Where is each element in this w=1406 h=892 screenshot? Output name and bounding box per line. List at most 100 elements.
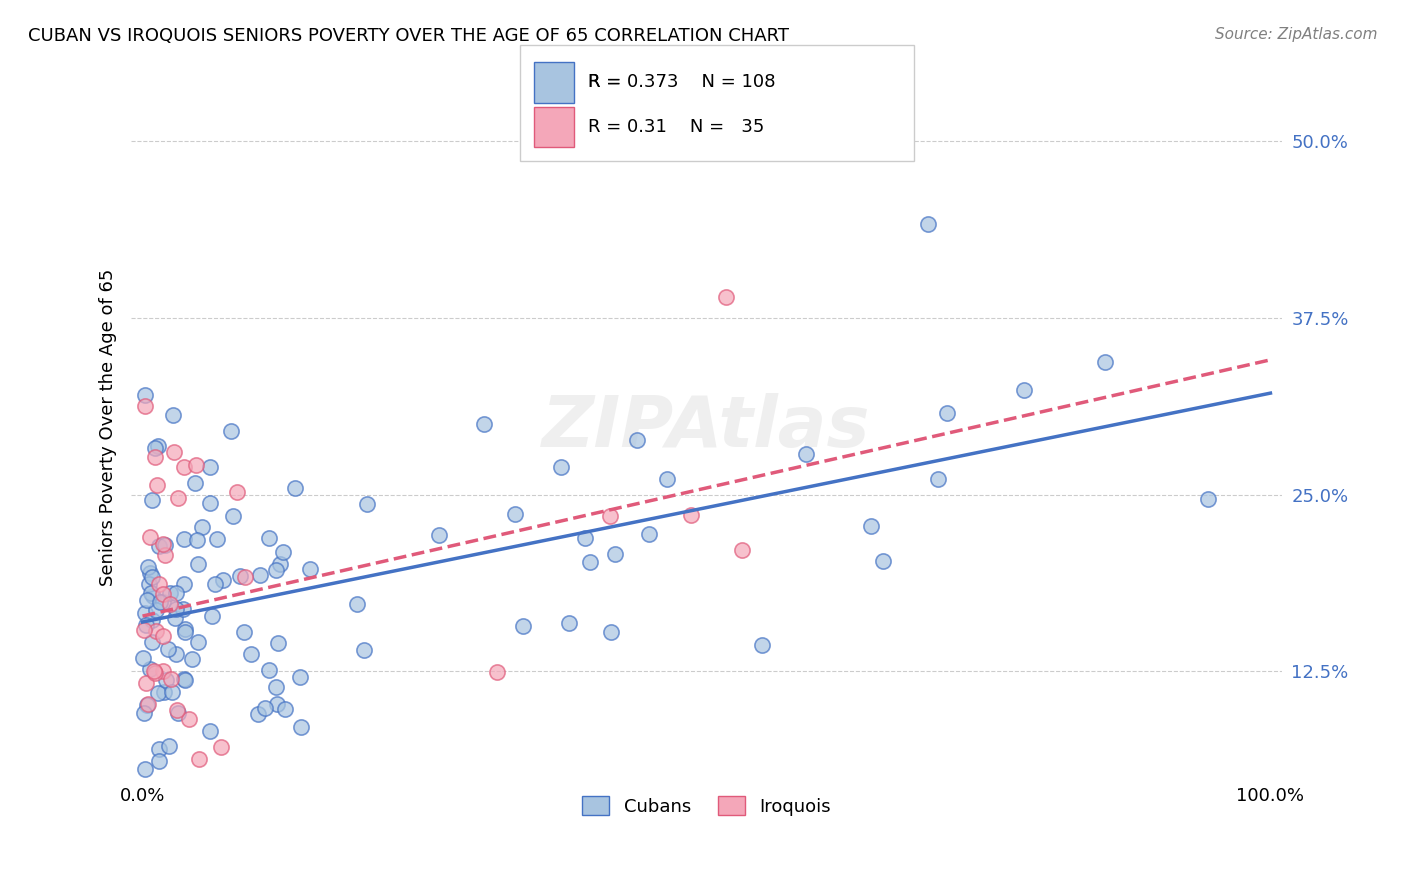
Cubans (143, 441, 166, 455)
Cubans (146, 439, 169, 453)
Cubans (165, 611, 187, 625)
Iroquois (152, 664, 174, 678)
Iroquois (135, 676, 157, 690)
Cubans (599, 625, 621, 640)
Cubans (173, 672, 195, 686)
Cubans (860, 519, 883, 533)
Cubans (222, 508, 245, 523)
Cubans (228, 569, 250, 583)
Iroquois (152, 629, 174, 643)
Cubans (638, 526, 661, 541)
Iroquois (155, 548, 177, 562)
Iroquois (599, 509, 621, 524)
Cubans (936, 406, 959, 420)
Cubans (141, 635, 163, 649)
Cubans (155, 538, 177, 552)
Cubans (290, 720, 312, 734)
Iroquois (225, 484, 247, 499)
Cubans (503, 507, 526, 521)
Cubans (269, 557, 291, 571)
Cubans (173, 624, 195, 639)
Iroquois (143, 665, 166, 679)
Cubans (264, 680, 287, 694)
Cubans (574, 531, 596, 545)
Cubans (257, 531, 280, 545)
Cubans (134, 388, 156, 402)
Cubans (927, 472, 949, 486)
Iroquois (146, 477, 169, 491)
Cubans (172, 602, 194, 616)
Cubans (246, 706, 269, 721)
Cubans (141, 570, 163, 584)
Cubans (346, 597, 368, 611)
Cubans (148, 539, 170, 553)
Cubans (145, 603, 167, 617)
Cubans (165, 648, 187, 662)
Cubans (472, 417, 495, 432)
Cubans (152, 595, 174, 609)
Iroquois (486, 665, 509, 679)
Iroquois (166, 703, 188, 717)
Cubans (204, 577, 226, 591)
Cubans (186, 533, 208, 547)
Cubans (148, 755, 170, 769)
Cubans (872, 554, 894, 568)
Cubans (267, 635, 290, 649)
Iroquois (138, 697, 160, 711)
Iroquois (731, 543, 754, 558)
Iroquois (152, 587, 174, 601)
Cubans (141, 613, 163, 627)
Cubans (751, 638, 773, 652)
Cubans (356, 497, 378, 511)
Cubans (138, 576, 160, 591)
Cubans (152, 685, 174, 699)
Cubans (264, 563, 287, 577)
Iroquois (714, 290, 737, 304)
Cubans (198, 723, 221, 738)
Cubans (180, 652, 202, 666)
Cubans (149, 595, 172, 609)
Iroquois (209, 740, 232, 755)
Text: R =: R = (588, 73, 627, 91)
Cubans (427, 528, 450, 542)
Cubans (173, 577, 195, 591)
Cubans (796, 447, 818, 461)
Iroquois (134, 623, 156, 637)
Cubans (284, 481, 307, 495)
Iroquois (177, 712, 200, 726)
Iroquois (152, 537, 174, 551)
Cubans (148, 742, 170, 756)
Cubans (174, 622, 197, 636)
Cubans (200, 496, 222, 510)
Cubans (626, 434, 648, 448)
Cubans (266, 697, 288, 711)
Cubans (579, 555, 602, 569)
Iroquois (188, 752, 211, 766)
Cubans (550, 460, 572, 475)
Cubans (353, 642, 375, 657)
Text: CUBAN VS IROQUOIS SENIORS POVERTY OVER THE AGE OF 65 CORRELATION CHART: CUBAN VS IROQUOIS SENIORS POVERTY OVER T… (28, 27, 789, 45)
Cubans (165, 602, 187, 616)
Cubans (512, 618, 534, 632)
Iroquois (235, 570, 257, 584)
Cubans (191, 519, 214, 533)
Cubans (558, 616, 581, 631)
Cubans (135, 593, 157, 607)
Cubans (201, 608, 224, 623)
Cubans (134, 606, 156, 620)
Cubans (135, 617, 157, 632)
Cubans (298, 562, 321, 576)
Cubans (212, 573, 235, 587)
Iroquois (679, 508, 702, 523)
Legend: Cubans, Iroquois: Cubans, Iroquois (574, 787, 839, 824)
Cubans (139, 585, 162, 599)
Iroquois (134, 399, 156, 413)
Iroquois (159, 794, 181, 808)
Cubans (155, 673, 177, 688)
Cubans (187, 557, 209, 571)
Text: ZIPAtlas: ZIPAtlas (543, 393, 870, 462)
Iroquois (162, 445, 184, 459)
Cubans (254, 701, 277, 715)
Iroquois (148, 577, 170, 591)
Cubans (132, 706, 155, 720)
